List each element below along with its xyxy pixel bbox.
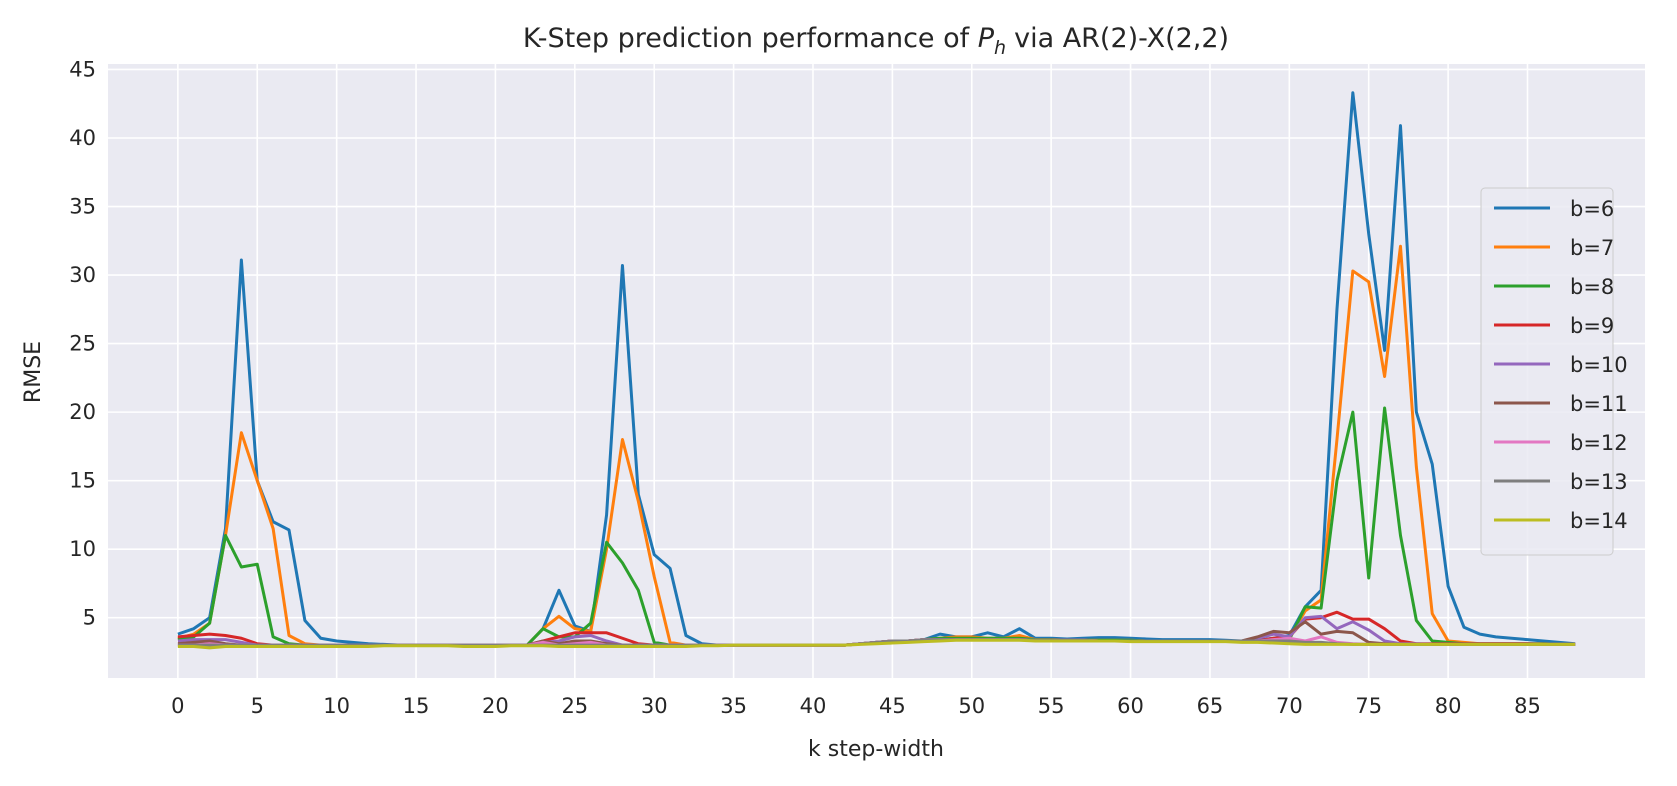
y-tick-label: 35 <box>69 195 96 219</box>
legend-label: b=7 <box>1570 236 1614 260</box>
x-tick-label: 0 <box>171 694 184 718</box>
chart-title-prefix: K-Step prediction performance of <box>523 23 971 54</box>
legend-label: b=10 <box>1570 353 1628 377</box>
x-tick-label: 20 <box>482 694 509 718</box>
legend-label: b=6 <box>1570 197 1614 221</box>
legend-label: b=9 <box>1570 314 1614 338</box>
x-tick-label: 60 <box>1117 694 1144 718</box>
x-tick-label: 10 <box>323 694 350 718</box>
x-tick-label: 25 <box>561 694 588 718</box>
y-tick-label: 40 <box>69 126 96 150</box>
x-tick-label: 55 <box>1038 694 1065 718</box>
x-tick-label: 50 <box>958 694 985 718</box>
series-line-b-14 <box>177 638 1576 650</box>
plot-background <box>108 64 1645 678</box>
y-tick-labels: 5 10 15 20 25 30 35 40 45 <box>69 57 96 629</box>
x-tick-label: 75 <box>1355 694 1382 718</box>
legend-items: b=6 b=7 b=8 b=9 b=10 b=11 b=12 b=13 b=14 <box>1494 197 1628 533</box>
legend-label: b=8 <box>1570 275 1614 299</box>
x-axis-label: k step-width <box>808 737 944 762</box>
x-tick-label: 85 <box>1514 694 1541 718</box>
legend: b=6 b=7 b=8 b=9 b=10 b=11 b=12 b=13 b=14 <box>1480 187 1628 556</box>
chart-title-symbol: P <box>978 23 995 54</box>
y-tick-label: 10 <box>69 537 96 561</box>
x-tick-label: 15 <box>403 694 430 718</box>
series-lines <box>177 91 1576 650</box>
y-tick-label: 25 <box>69 332 96 356</box>
y-tick-label: 20 <box>69 400 96 424</box>
y-tick-label: 5 <box>83 606 96 630</box>
y-tick-label: 45 <box>69 57 96 81</box>
x-tick-label: 30 <box>641 694 668 718</box>
x-tick-labels: 0 5 10 15 20 25 30 35 40 45 50 55 60 65 70 75 80 85 <box>171 694 1541 718</box>
x-tick-label: 35 <box>720 694 747 718</box>
x-tick-label: 70 <box>1276 694 1303 718</box>
y-tick-label: 15 <box>69 469 96 493</box>
legend-label: b=13 <box>1570 470 1628 494</box>
chart-title: K-Step prediction performance of Ph via A… <box>523 23 1229 59</box>
x-tick-label: 5 <box>251 694 264 718</box>
x-tick-label: 45 <box>879 694 906 718</box>
legend-label: b=11 <box>1570 392 1628 416</box>
grid <box>108 64 1645 678</box>
legend-label: b=12 <box>1570 431 1628 455</box>
x-tick-label: 40 <box>800 694 827 718</box>
chart-title-suffix: via AR(2)-X(2,2) <box>1014 23 1229 54</box>
x-tick-label: 80 <box>1435 694 1462 718</box>
legend-box <box>1480 187 1614 556</box>
y-tick-label: 30 <box>69 263 96 287</box>
x-tick-label: 65 <box>1197 694 1224 718</box>
legend-label: b=14 <box>1570 509 1628 533</box>
chart-title-subscript: h <box>994 37 1006 59</box>
y-axis-label: RMSE <box>21 341 46 403</box>
